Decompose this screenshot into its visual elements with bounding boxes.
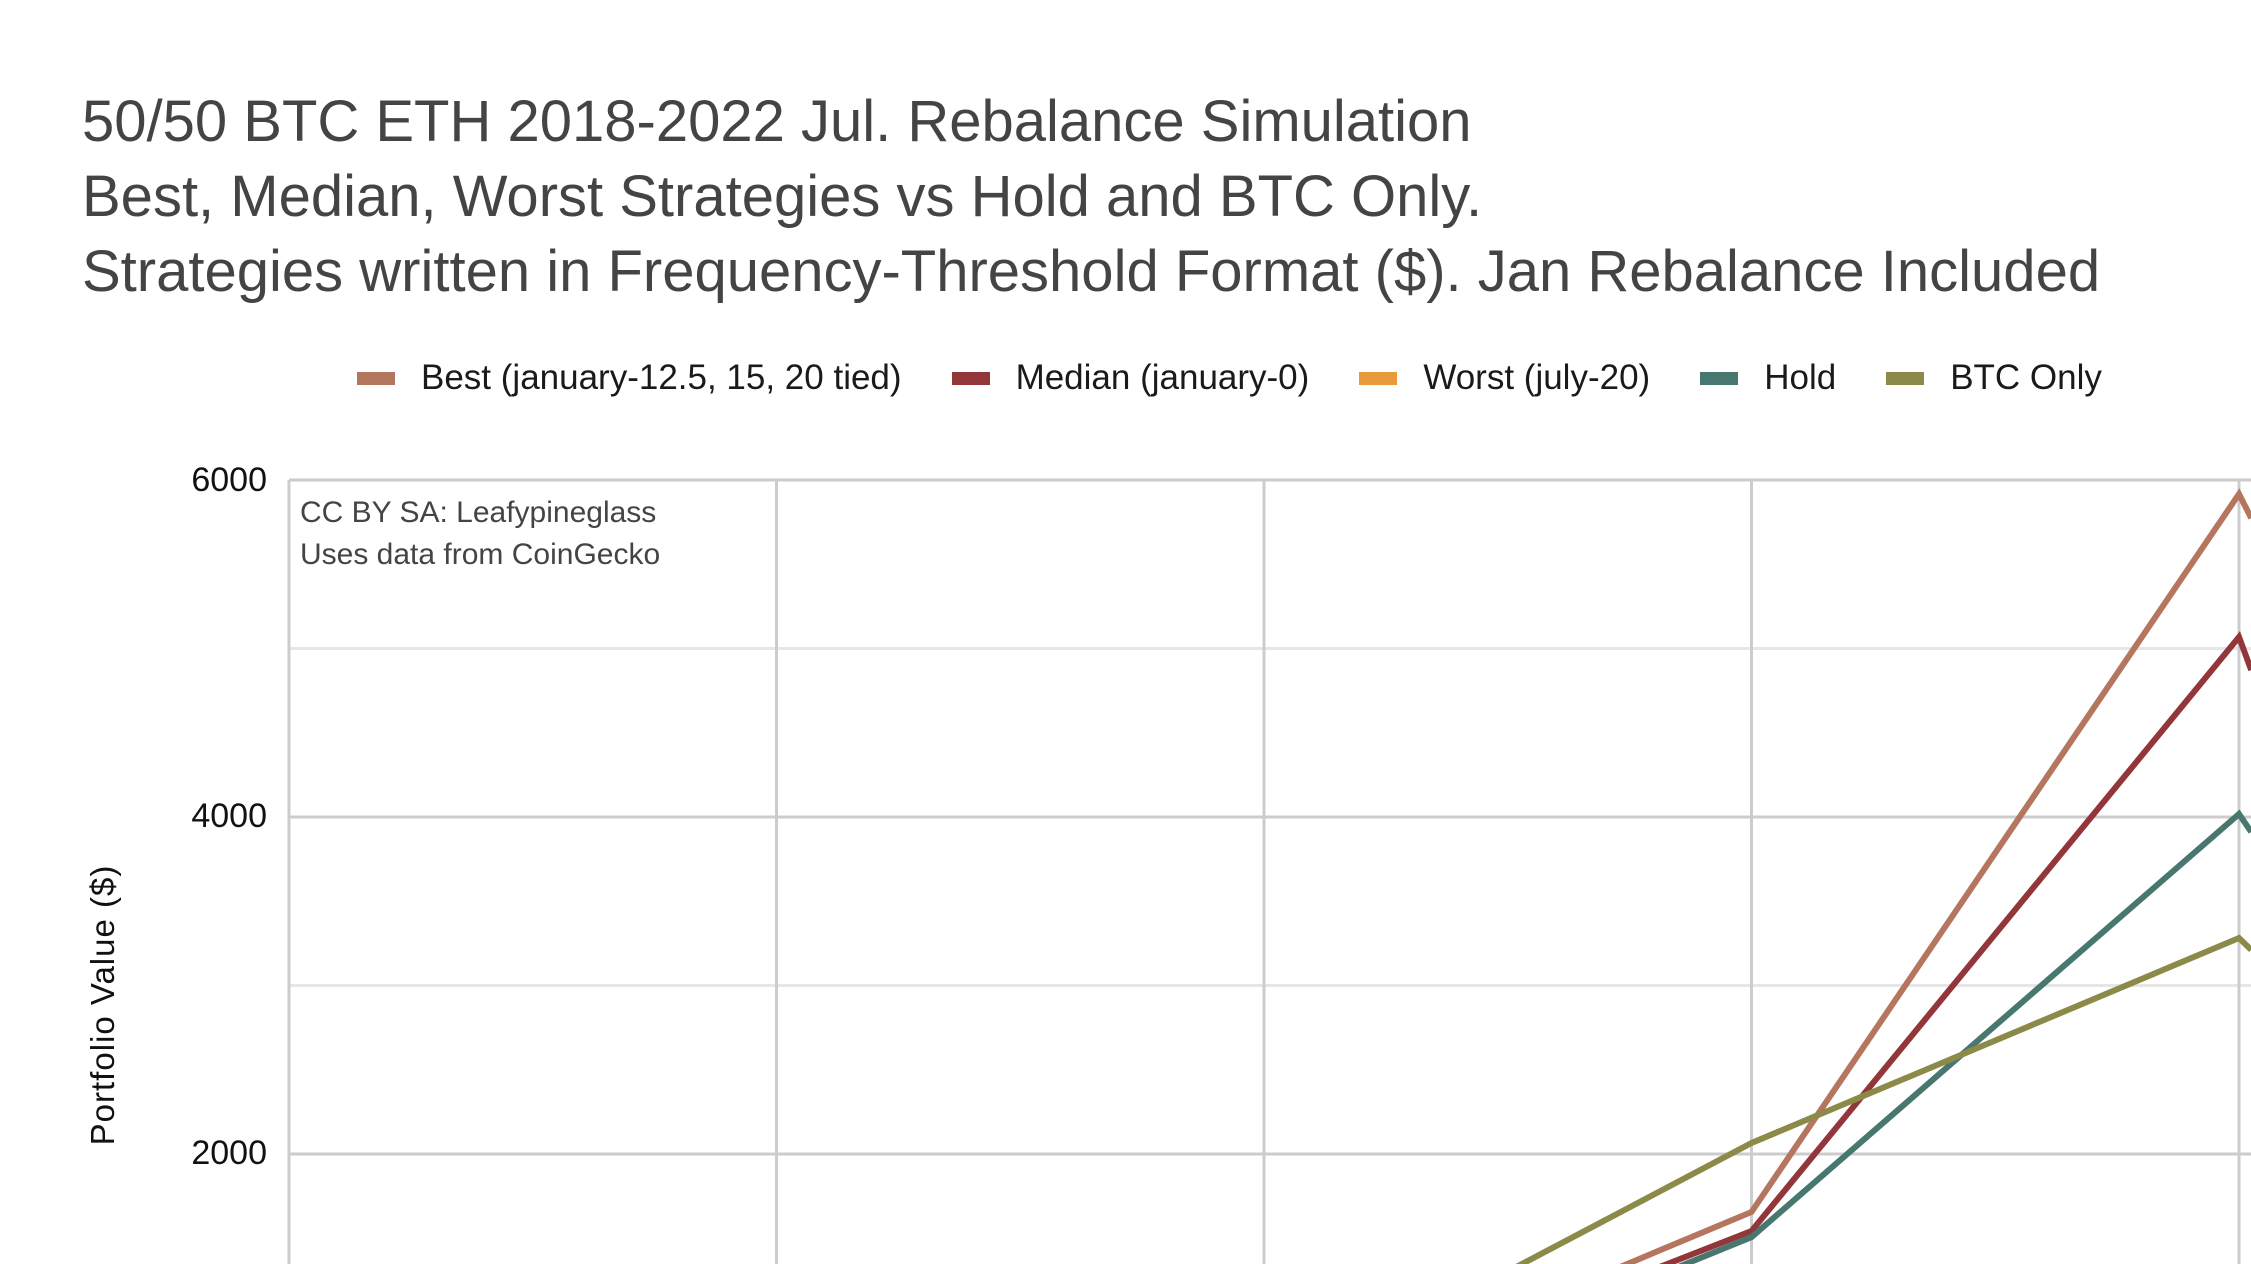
legend-label-best: Best (january-12.5, 15, 20 tied) (421, 358, 902, 397)
legend-label-worst: Worst (july-20) (1423, 358, 1651, 397)
title-line-2: Best, Median, Worst Strategies vs Hold a… (82, 164, 1483, 229)
legend-swatch-btc-only (1886, 371, 1925, 385)
chart-title: 50/50 BTC ETH 2018-2022 Jul. Rebalance S… (82, 84, 2100, 309)
legend-item-worst: Worst (july-20) (1359, 358, 1650, 398)
series-line-hold (1677, 809, 2251, 1264)
ytick-4000: 4000 (191, 797, 267, 835)
ytick-2000: 2000 (191, 1134, 267, 1172)
legend-label-median: Median (january-0) (1015, 358, 1310, 397)
credit-annotation: CC BY SA: Leafypineglass Uses data from … (300, 492, 660, 576)
gridlines (287, 478, 2251, 1264)
title-line-1: 50/50 BTC ETH 2018-2022 Jul. Rebalance S… (82, 89, 1472, 154)
series-line-median (1659, 631, 2251, 1264)
legend-label-hold: Hold (1764, 358, 1837, 397)
legend-item-btc-only: BTC Only (1886, 358, 2102, 398)
credit-line-1: CC BY SA: Leafypineglass (300, 496, 657, 529)
legend-label-btc-only: BTC Only (1950, 358, 2102, 397)
y-axis-label: Portfolio Value ($) (84, 864, 121, 1146)
legend-swatch-best (357, 371, 395, 385)
series-lines (1515, 488, 2251, 1264)
ytick-6000: 6000 (191, 461, 267, 499)
legend: Best (january-12.5, 15, 20 tied) Median … (357, 358, 2152, 398)
legend-item-hold: Hold (1700, 358, 1836, 398)
title-line-3: Strategies written in Frequency-Threshol… (82, 239, 2101, 304)
series-line-best (1619, 488, 2251, 1264)
credit-line-2: Uses data from CoinGecko (300, 538, 661, 571)
series-line-btc (1515, 934, 2251, 1264)
legend-item-best: Best (january-12.5, 15, 20 tied) (357, 358, 902, 398)
legend-swatch-hold (1700, 371, 1739, 385)
legend-item-median: Median (january-0) (951, 358, 1310, 398)
legend-swatch-median (951, 371, 990, 385)
legend-swatch-worst (1359, 371, 1398, 385)
